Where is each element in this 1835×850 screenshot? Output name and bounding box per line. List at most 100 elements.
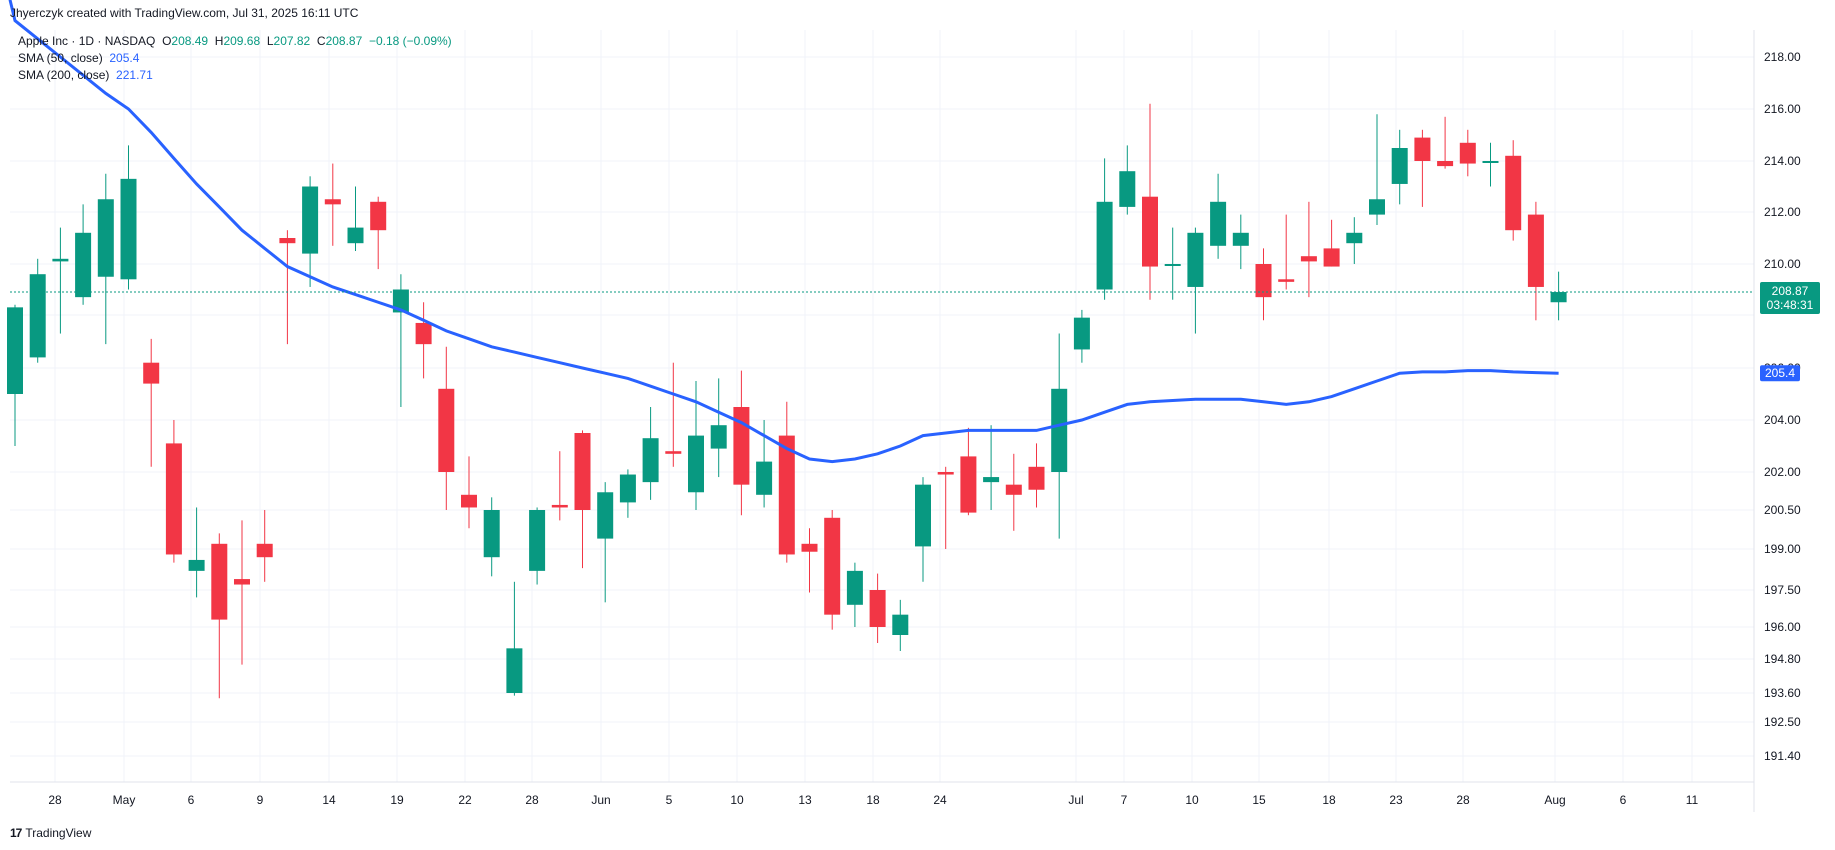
time-axis[interactable]: 28 May 6 9 14 19 22 28 Jun 5 10 13 18 24 Jul 7 10 15 18 23 2… (48, 793, 1698, 807)
y-tick-label: 199.00 (1764, 542, 1801, 556)
candle (665, 362, 682, 467)
x-tick-label: 23 (1389, 793, 1403, 807)
x-tick-label: 13 (798, 793, 812, 807)
candle-body (529, 510, 546, 571)
candle-body (937, 472, 954, 475)
x-tick-label: 28 (48, 793, 62, 807)
x-tick-label: 5 (666, 793, 673, 807)
candle-body (29, 274, 46, 358)
change-value: −0.18 (−0.09%) (368, 34, 452, 48)
candle-body (347, 227, 364, 244)
x-tick-label: May (113, 793, 136, 807)
candle (937, 466, 954, 549)
candle (234, 520, 250, 665)
candle-body (75, 232, 92, 298)
candle-body (597, 492, 614, 539)
candle (120, 145, 137, 290)
candle (1164, 227, 1181, 300)
y-tick-label: 193.60 (1764, 686, 1801, 700)
candle-body (279, 238, 296, 244)
candle-body (574, 433, 591, 510)
symbol-legend-row[interactable]: Apple Inc · 1D · NASDAQ O208.49 H209.68 … (18, 33, 452, 50)
candle (211, 533, 228, 699)
candle-body (1437, 161, 1454, 167)
candle-body (1414, 137, 1431, 161)
candle (1278, 214, 1295, 290)
candle-body (1142, 196, 1158, 267)
x-tick-label: Aug (1544, 793, 1565, 807)
y-tick-label: 200.50 (1764, 503, 1801, 517)
candle (983, 425, 1000, 510)
candle-body (1278, 279, 1295, 282)
x-tick-label: 15 (1252, 793, 1266, 807)
candle (165, 420, 182, 563)
candle-body (801, 543, 818, 552)
candle-body (1073, 317, 1090, 350)
candle (1210, 173, 1227, 259)
price-axis[interactable]: 218.00216.00214.00212.00210.00206.00204.… (1764, 50, 1801, 763)
candle-body (234, 579, 250, 585)
candle (1459, 129, 1476, 177)
candle (302, 176, 319, 287)
tradingview-brand: TradingView (25, 826, 92, 840)
candle (1391, 129, 1408, 205)
candle-body (1096, 201, 1113, 290)
candle-body (915, 484, 931, 547)
candle (1346, 217, 1363, 264)
candle (960, 427, 977, 516)
candle (619, 469, 636, 518)
sma50-legend-row[interactable]: SMA (50, close) 205.4 (18, 50, 452, 67)
close-label: C (316, 34, 326, 48)
candle (370, 196, 387, 270)
x-tick-label: 7 (1121, 793, 1128, 807)
candle (1028, 443, 1045, 508)
tradingview-footer[interactable]: 17 TradingView (10, 826, 91, 840)
sma200-value: 221.71 (116, 68, 153, 82)
candle (415, 302, 432, 379)
candle (1005, 453, 1022, 531)
candle (824, 510, 841, 630)
candle-body (506, 648, 523, 693)
y-tick-label: 196.00 (1764, 620, 1801, 634)
candle-body (1300, 256, 1317, 262)
candle-body (619, 474, 636, 503)
candle (915, 477, 931, 582)
candle (256, 510, 273, 582)
x-tick-label: 24 (933, 793, 947, 807)
candle (597, 482, 614, 603)
x-tick-label: 22 (458, 793, 472, 807)
candle (801, 528, 818, 593)
y-tick-label: 191.40 (1764, 749, 1801, 763)
candle (1505, 140, 1522, 241)
creator-note: Jhyerczyk created with TradingView.com, … (10, 6, 359, 20)
y-tick-label: 192.50 (1764, 715, 1801, 729)
x-tick-label: 6 (1620, 793, 1627, 807)
candle (1096, 158, 1113, 300)
candle-body (483, 510, 500, 558)
x-tick-label: 28 (1456, 793, 1470, 807)
close-value: 208.87 (325, 34, 363, 48)
candle-body (869, 590, 886, 627)
candle (892, 599, 909, 651)
chart-grid (10, 30, 1754, 782)
high-value: 209.68 (223, 34, 261, 48)
candle (1051, 333, 1068, 539)
bar-countdown: 03:48:31 (1767, 298, 1814, 312)
candle-body (1005, 484, 1022, 495)
sma50-label: SMA (50, close) (18, 51, 103, 65)
open-label: O (162, 34, 172, 48)
low-label: L (266, 34, 274, 48)
candle (52, 227, 69, 334)
candle (1323, 219, 1340, 267)
candle-body (143, 362, 160, 384)
chart-legend: Apple Inc · 1D · NASDAQ O208.49 H209.68 … (18, 33, 452, 84)
candle (529, 507, 546, 585)
y-tick-label: 218.00 (1764, 50, 1801, 64)
x-tick-label: 10 (730, 793, 744, 807)
last-price-value: 208.87 (1772, 284, 1809, 298)
candle-body (1323, 248, 1340, 267)
candle-body (1391, 148, 1408, 184)
candle-body (1164, 264, 1181, 266)
sma200-legend-row[interactable]: SMA (200, close) 221.71 (18, 67, 452, 84)
